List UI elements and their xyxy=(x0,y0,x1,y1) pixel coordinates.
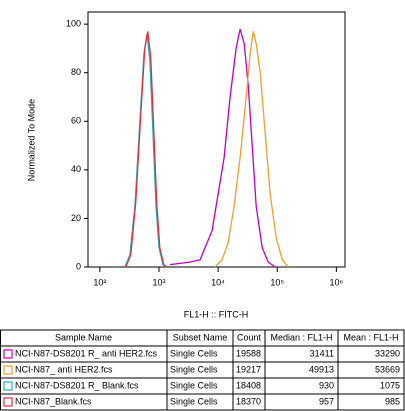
table-cell: 19588 xyxy=(236,348,261,358)
table-cell: 18408 xyxy=(236,380,261,390)
x-tick-label: 10⁴ xyxy=(211,277,225,287)
histogram-line xyxy=(169,28,276,267)
table-frame xyxy=(0,329,405,411)
table-cell: Single Cells xyxy=(170,364,218,374)
table-cell: 18370 xyxy=(236,396,261,406)
table-cell: 930 xyxy=(319,380,334,390)
column-header: Count xyxy=(237,332,262,342)
y-tick-label: 20 xyxy=(71,213,81,223)
x-tick-label: 10³ xyxy=(152,277,165,287)
x-axis-label: FL1-H :: FITC-H xyxy=(184,309,249,319)
x-tick-label: 10² xyxy=(93,277,106,287)
table-cell: 19217 xyxy=(236,364,261,374)
table-cell: Single Cells xyxy=(170,348,218,358)
table-cell: Single Cells xyxy=(170,380,218,390)
y-tick-label: 0 xyxy=(76,261,81,271)
table-cell: 49913 xyxy=(309,364,334,374)
table-cell: NCI-N87-DS8201 R_ Blank.fcs xyxy=(15,380,139,390)
table-cell: NCI-N87_ anti HER2.fcs xyxy=(15,364,113,374)
y-tick-label: 40 xyxy=(71,164,81,174)
x-tick-label: 10⁶ xyxy=(330,277,344,287)
table-cell: 33290 xyxy=(375,348,400,358)
table-cell: 31411 xyxy=(310,348,334,358)
y-tick-label: 80 xyxy=(71,67,81,77)
table-cell: 985 xyxy=(385,396,400,406)
table-cell: NCI-N87_Blank.fcs xyxy=(15,396,92,406)
histogram-line xyxy=(125,31,168,267)
y-tick-label: 60 xyxy=(71,116,81,126)
y-axis-label: Normalized To Mode xyxy=(26,99,36,181)
column-header: Subset Name xyxy=(173,332,228,342)
sample-swatch xyxy=(3,349,13,359)
column-header: Sample Name xyxy=(55,332,112,342)
y-tick-label: 100 xyxy=(66,19,81,29)
sample-swatch xyxy=(3,397,13,407)
histogram-line xyxy=(124,33,167,267)
sample-swatch xyxy=(3,381,13,391)
table-cell: Single Cells xyxy=(170,396,218,406)
table-cell: 53669 xyxy=(375,364,400,374)
x-tick-label: 10⁵ xyxy=(270,277,284,287)
plot-frame xyxy=(87,11,346,268)
table-cell: NCI-N87-DS8201 R_ anti HER2.fcs xyxy=(15,348,158,358)
column-header: Median : FL1-H xyxy=(270,332,332,342)
histogram-line xyxy=(214,31,289,267)
table-cell: 1075 xyxy=(380,380,400,390)
table-cell: 957 xyxy=(319,396,334,406)
column-header: Mean : FL1-H xyxy=(343,332,398,342)
sample-swatch xyxy=(3,365,13,375)
